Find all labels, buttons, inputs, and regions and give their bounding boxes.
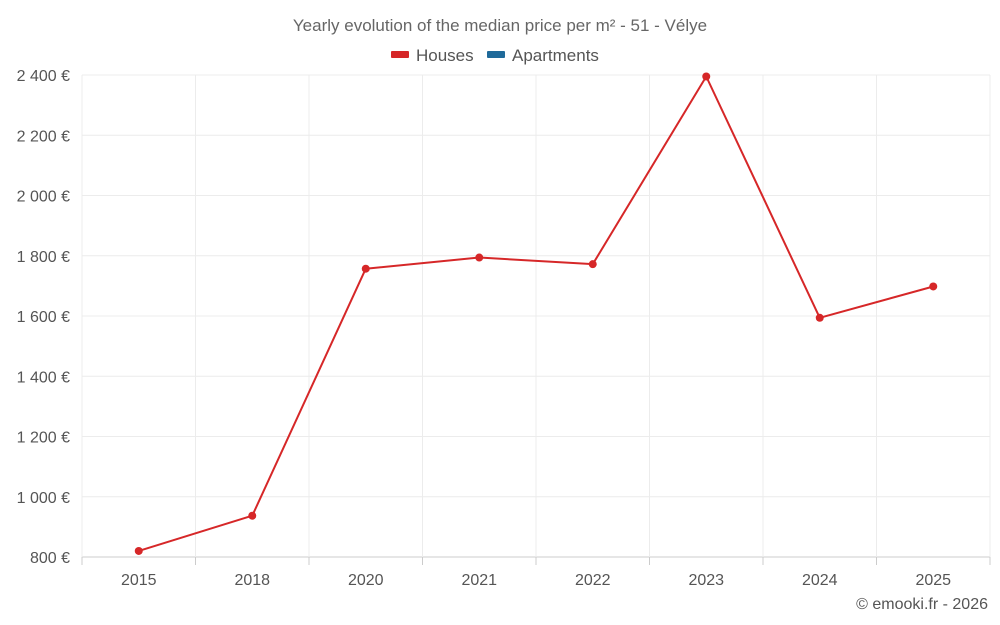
legend-swatch-apartments — [487, 51, 505, 58]
data-point-houses[interactable] — [588, 260, 597, 269]
x-tick-label: 2018 — [234, 572, 270, 589]
legend-item-houses[interactable]: Houses — [391, 46, 474, 65]
legend-swatch-houses — [391, 51, 409, 58]
y-axis: 800 € 1 000 € 1 200 € 1 400 € 1 600 € 1 800 €… — [17, 68, 70, 567]
y-tick-label: 1 200 € — [17, 430, 70, 447]
credit: © emooki.fr - 2026 — [856, 596, 988, 613]
y-tick-label: 1 600 € — [17, 309, 70, 326]
legend-label-houses: Houses — [416, 46, 474, 65]
y-tick-label: 1 800 € — [17, 249, 70, 266]
x-tick-label: 2015 — [121, 572, 157, 589]
y-tick-label: 1 000 € — [17, 490, 70, 507]
x-axis: 2015 2018 2020 2021 2022 2023 2024 2025 — [81, 557, 991, 589]
x-tick-label: 2021 — [461, 572, 497, 589]
x-tick-label: 2020 — [348, 572, 384, 589]
legend: Houses Apartments — [391, 46, 599, 65]
y-tick-label: 2 200 € — [17, 128, 70, 145]
x-tick-label: 2024 — [802, 572, 838, 589]
data-point-houses[interactable] — [702, 72, 711, 81]
series-houses — [134, 72, 938, 555]
data-point-houses[interactable] — [134, 546, 143, 555]
grid — [81, 74, 991, 558]
chart-title: Yearly evolution of the median price per… — [293, 16, 707, 35]
data-point-houses[interactable] — [361, 264, 370, 273]
data-point-houses[interactable] — [929, 282, 938, 291]
x-tick-label: 2025 — [915, 572, 951, 589]
y-tick-label: 2 400 € — [17, 68, 70, 85]
x-tick-label: 2023 — [688, 572, 724, 589]
data-point-houses[interactable] — [475, 253, 484, 262]
y-tick-label: 1 400 € — [17, 369, 70, 386]
legend-item-apartments[interactable]: Apartments — [487, 46, 599, 65]
y-tick-label: 2 000 € — [17, 189, 70, 206]
legend-label-apartments: Apartments — [512, 46, 599, 65]
data-point-houses[interactable] — [815, 313, 824, 322]
x-tick-label: 2022 — [575, 572, 611, 589]
series-line-houses — [138, 75, 934, 552]
y-tick-label: 800 € — [30, 550, 70, 567]
data-point-houses[interactable] — [248, 511, 257, 520]
